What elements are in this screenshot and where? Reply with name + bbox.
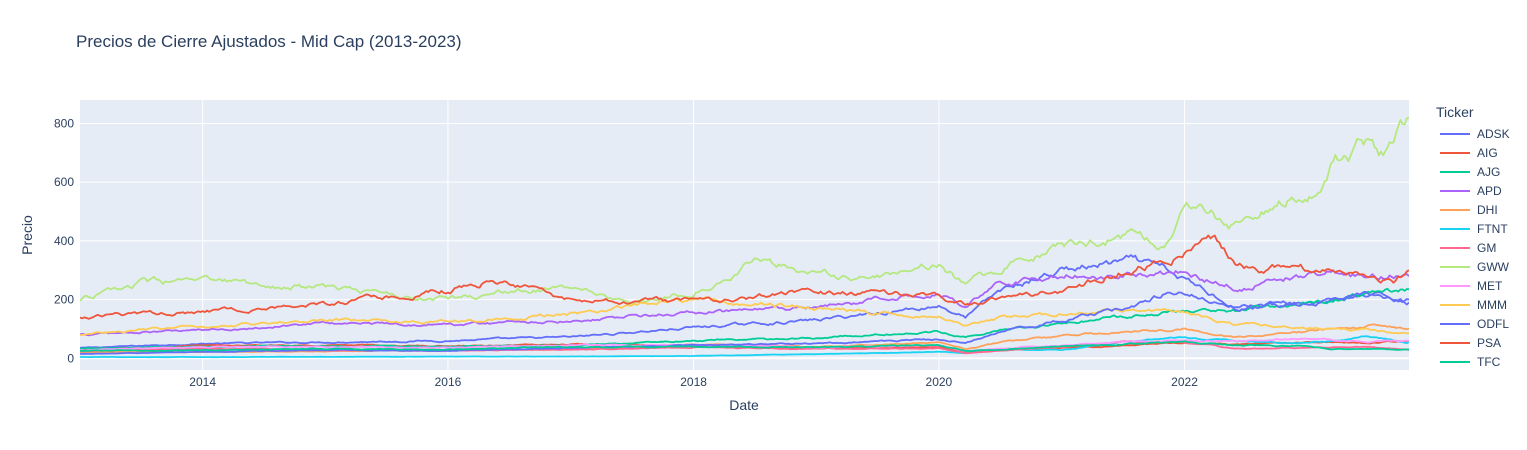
legend-swatch — [1440, 208, 1470, 211]
legend-item-dhi[interactable]: DHI — [1436, 200, 1510, 219]
legend-title: Ticker — [1436, 104, 1474, 120]
x-axis-ticks: 2014 2016 2018 2020 2022 — [189, 375, 1198, 389]
series-line-mmm — [80, 296, 1409, 336]
x-tick-label: 2020 — [926, 375, 953, 389]
legend-label: DHI — [1477, 202, 1498, 217]
y-axis-ticks: 0 200 400 600 800 — [54, 116, 74, 365]
legend-item-apd[interactable]: APD — [1436, 181, 1510, 200]
legend-swatch — [1440, 322, 1470, 325]
legend-label: APD — [1477, 183, 1502, 198]
legend-item-mmm[interactable]: MMM — [1436, 295, 1510, 314]
series-line-apd — [80, 269, 1409, 337]
series-line-adsk — [80, 254, 1409, 349]
y-tick-label: 0 — [67, 351, 74, 365]
legend-swatch — [1440, 132, 1470, 135]
legend-label: TFC — [1477, 354, 1501, 369]
legend-item-met[interactable]: MET — [1436, 276, 1510, 295]
legend-swatch — [1440, 151, 1470, 154]
series-layer — [80, 116, 1409, 359]
legend-swatch — [1440, 360, 1470, 363]
legend-label: ODFL — [1477, 316, 1510, 331]
legend-item-odfl[interactable]: ODFL — [1436, 314, 1510, 333]
legend-label: ADSK — [1477, 126, 1510, 141]
legend-item-adsk[interactable]: ADSK — [1436, 124, 1510, 143]
legend-label: MET — [1477, 278, 1503, 293]
x-tick-label: 2022 — [1171, 375, 1198, 389]
series-line-tfc — [80, 340, 1409, 352]
grid-lines — [80, 100, 1409, 370]
legend-item-psa[interactable]: PSA — [1436, 333, 1510, 352]
legend-label: PSA — [1477, 335, 1502, 350]
legend: Ticker ADSK AIG AJG APD DHI FTNT GM GWW MET MMM OD… — [1436, 104, 1510, 371]
legend-swatch — [1440, 170, 1470, 173]
y-axis-title: Precio — [19, 215, 35, 255]
y-tick-label: 200 — [54, 293, 74, 307]
series-line-psa — [80, 234, 1409, 320]
y-tick-label: 800 — [54, 116, 74, 130]
legend-label: AIG — [1477, 145, 1498, 160]
legend-item-ftnt[interactable]: FTNT — [1436, 219, 1510, 238]
legend-swatch — [1440, 341, 1470, 344]
legend-swatch — [1440, 189, 1470, 192]
y-tick-label: 400 — [54, 234, 74, 248]
legend-item-gm[interactable]: GM — [1436, 238, 1510, 257]
legend-label: GWW — [1477, 259, 1509, 274]
y-tick-label: 600 — [54, 175, 74, 189]
legend-swatch — [1440, 227, 1470, 230]
legend-item-tfc[interactable]: TFC — [1436, 352, 1510, 371]
legend-label: GM — [1477, 240, 1497, 255]
plot-background — [80, 100, 1409, 370]
x-tick-label: 2018 — [680, 375, 707, 389]
x-axis-title: Date — [729, 397, 759, 413]
legend-label: MMM — [1477, 297, 1507, 312]
legend-swatch — [1440, 246, 1470, 249]
legend-item-ajg[interactable]: AJG — [1436, 162, 1510, 181]
series-line-ftnt — [80, 335, 1409, 359]
legend-swatch — [1440, 284, 1470, 287]
x-tick-label: 2016 — [435, 375, 462, 389]
legend-swatch — [1440, 303, 1470, 306]
chart-title: Precios de Cierre Ajustados - Mid Cap (2… — [76, 32, 462, 51]
legend-label: AJG — [1477, 164, 1501, 179]
x-tick-label: 2014 — [189, 375, 216, 389]
legend-item-gww[interactable]: GWW — [1436, 257, 1510, 276]
series-line-met — [80, 337, 1409, 353]
series-line-odfl — [80, 290, 1409, 355]
legend-item-aig[interactable]: AIG — [1436, 143, 1510, 162]
legend-swatch — [1440, 265, 1470, 268]
legend-items: ADSK AIG AJG APD DHI FTNT GM GWW MET MMM ODFL PSA TF… — [1436, 124, 1510, 371]
series-line-gww — [80, 116, 1409, 305]
legend-label: FTNT — [1477, 221, 1508, 236]
